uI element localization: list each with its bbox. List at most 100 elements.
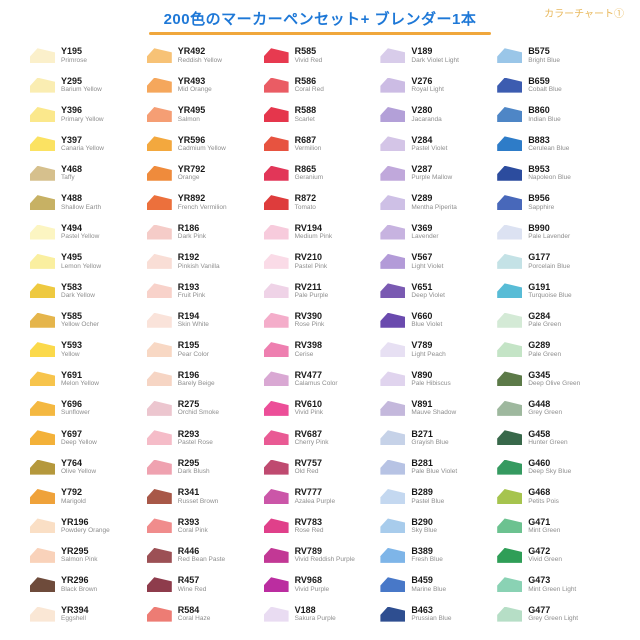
color-code: Y585 <box>61 310 83 321</box>
color-swatch <box>263 430 289 446</box>
color-entry-text: RV687 Cherry Pink <box>295 429 329 447</box>
color-name: Grey Green <box>528 409 563 417</box>
color-entry-text: V276 Royal Light <box>411 76 444 94</box>
color-code: R192 <box>177 252 200 263</box>
color-entry: G471 Mint Green <box>497 511 614 540</box>
color-name: Barium Yellow <box>61 86 102 94</box>
color-entry-text: R186 Dark Pink <box>178 223 206 241</box>
color-name: Vivid Pink <box>294 409 324 417</box>
color-swatch <box>263 283 289 299</box>
color-swatch <box>146 400 172 416</box>
color-name: Bright Blue <box>528 56 560 64</box>
color-swatch <box>497 106 523 122</box>
color-entry-text: B575 Bright Blue <box>528 46 560 64</box>
color-code: RV777 <box>294 487 322 498</box>
color-entry-text: B659 Cobalt Blue <box>528 76 562 94</box>
color-name: Pale Green <box>528 350 562 358</box>
color-swatch <box>30 489 55 505</box>
color-entry-text: R275 Orchid Smoke <box>178 399 219 417</box>
color-entry: G448 Grey Green <box>497 394 614 423</box>
color-entry-text: Y488 Shallow Earth <box>61 193 101 211</box>
color-swatch <box>497 489 523 505</box>
color-entry: V276 Royal Light <box>380 70 497 99</box>
color-entry: R193 Fruit Pink <box>146 276 264 305</box>
color-code: V289 <box>411 193 433 204</box>
color-entry: YR596 Cadmium Yellow <box>146 129 264 158</box>
chart-number-label: カラーチャート① <box>544 9 624 20</box>
color-entry-text: B389 Fresh Blue <box>411 546 442 564</box>
color-grid: Y195 Primrose Y295 Barium Yellow Y396 Primary… <box>0 35 640 629</box>
color-swatch <box>380 400 406 416</box>
color-swatch <box>146 606 172 622</box>
color-code: R588 <box>294 105 317 116</box>
color-code: G471 <box>528 516 551 527</box>
color-swatch <box>263 400 289 416</box>
color-name: Deep Violet <box>411 291 445 299</box>
color-name: Vivid Red <box>294 56 323 64</box>
color-entry-text: R687 Vermilion <box>295 135 322 153</box>
color-entry: Y397 Canaria Yellow <box>30 129 147 158</box>
page-title: 200色のマーカーペンセット+ ブレンダー1本 <box>163 11 477 28</box>
color-swatch <box>497 283 523 299</box>
color-swatch <box>146 283 172 299</box>
color-entry: G477 Grey Green Light <box>497 599 614 628</box>
color-entry: Y494 Pastel Yellow <box>30 217 147 246</box>
color-code: YR493 <box>177 75 206 86</box>
color-entry: YR394 Eggshell <box>30 599 147 628</box>
color-name: Pinkish Vanilla <box>177 262 220 270</box>
color-entry: G345 Deep Olive Green <box>497 364 614 393</box>
color-entry: B290 Sky Blue <box>380 511 497 540</box>
color-entry: Y488 Shallow Earth <box>30 188 147 217</box>
color-entry-text: G477 Grey Green Light <box>528 605 578 623</box>
color-entry-text: V188 Sakura Purple <box>295 605 336 623</box>
color-swatch <box>497 459 523 475</box>
color-name: Sunflower <box>61 409 90 417</box>
color-entry: R446 Red Bean Paste <box>146 541 264 570</box>
color-name: Russet Brown <box>177 497 219 505</box>
color-swatch <box>146 577 172 593</box>
color-code: R341 <box>177 487 200 498</box>
color-entry: RV687 Cherry Pink <box>263 423 381 452</box>
color-name: Rose Red <box>294 527 324 535</box>
color-swatch <box>146 253 172 269</box>
color-entry: B271 Grayish Blue <box>380 423 497 452</box>
color-entry-text: R341 Russet Brown <box>178 487 218 505</box>
color-code: R193 <box>177 281 200 292</box>
color-code: Y494 <box>61 222 83 233</box>
color-code: R295 <box>177 457 200 468</box>
color-entry: R293 Pastel Rose <box>146 423 264 452</box>
color-name: Dark Yellow <box>61 291 95 299</box>
color-name: Orchid Smoke <box>177 409 219 417</box>
color-entry-text: R584 Coral Haze <box>178 605 211 623</box>
color-swatch <box>146 489 172 505</box>
color-entry: Y295 Barium Yellow <box>30 70 147 99</box>
color-entry: RV194 Medium Pink <box>263 217 381 246</box>
color-code: YR196 <box>61 516 89 527</box>
color-entry-text: YR493 Mid Orange <box>178 76 212 94</box>
title-underline <box>149 32 491 35</box>
color-code: Y593 <box>61 340 83 351</box>
color-code: R457 <box>177 575 200 586</box>
color-code: YR792 <box>177 164 206 175</box>
color-code: RV783 <box>294 516 322 527</box>
color-entry-text: V651 Deep Violet <box>411 282 445 300</box>
color-entry: YR295 Salmon Pink <box>30 541 147 570</box>
color-code: G345 <box>528 369 551 380</box>
color-code: Y792 <box>61 487 83 498</box>
color-entry-text: Y764 Olive Yellow <box>61 458 96 476</box>
color-code: G448 <box>528 399 551 410</box>
color-entry: B289 Pastel Blue <box>380 482 497 511</box>
color-entry-text: B290 Sky Blue <box>411 517 437 535</box>
color-code: RV757 <box>294 457 322 468</box>
color-name: Pastel Rose <box>177 438 213 446</box>
color-name: Shallow Earth <box>61 203 102 211</box>
color-code: G460 <box>528 457 551 468</box>
color-entry-text: YR892 French Vermilion <box>178 193 227 211</box>
color-code: G458 <box>528 428 551 439</box>
color-name: Mint Green <box>528 527 561 535</box>
color-entry: R457 Wine Red <box>146 570 264 599</box>
color-entry: R295 Dark Blush <box>146 452 264 481</box>
color-entry-text: B271 Grayish Blue <box>411 429 448 447</box>
color-entry: G473 Mint Green Light <box>497 570 614 599</box>
color-entry: RV610 Vivid Pink <box>263 394 381 423</box>
